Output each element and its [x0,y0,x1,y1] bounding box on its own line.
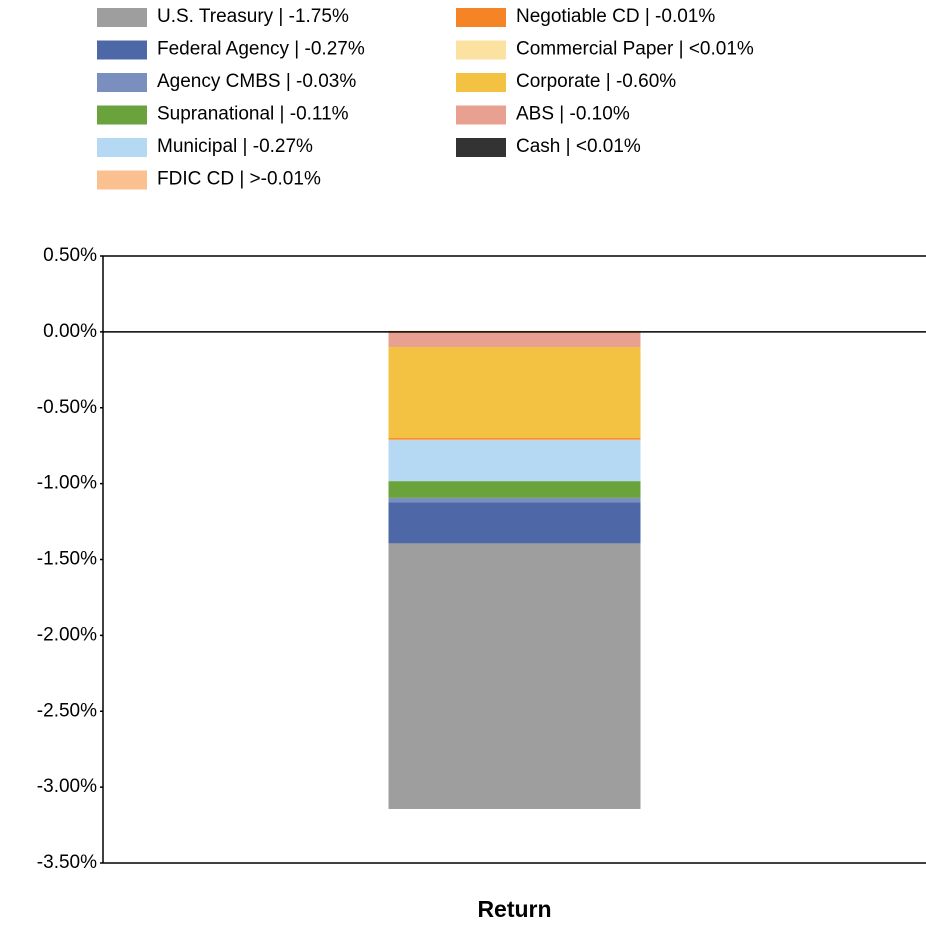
bar-segment [388,440,641,482]
legend-swatch [456,40,506,60]
y-tick-label: -3.00% [37,776,97,797]
bar-segment [388,438,641,440]
legend-label: Cash | <0.01% [516,136,641,157]
x-tick-label: Return [477,896,551,922]
bar-segment [388,481,641,498]
legend-label: ABS | -0.10% [516,104,630,125]
legend-label: Commercial Paper | <0.01% [516,39,754,60]
legend-label: Federal Agency | -0.27% [157,39,365,60]
legend-swatch [456,8,506,27]
bar-segment [388,347,641,439]
legend-label: U.S. Treasury | -1.75% [157,6,349,27]
legend-swatch [97,105,147,125]
legend-label: Municipal | -0.27% [157,136,313,157]
legend-swatch [456,138,506,157]
legend-label: Negotiable CD | -0.01% [516,6,715,27]
legend-label: Corporate | -0.60% [516,71,676,92]
bar-segment [388,439,641,441]
y-tick-label: -0.50% [37,397,97,418]
legend-swatch [456,105,506,125]
y-tick-label: 0.50% [43,245,97,266]
bar-segment [388,502,641,544]
y-tick-label: -2.50% [37,700,97,721]
bar-segment [388,497,641,503]
legend-swatch [97,73,147,92]
legend-swatch [456,73,506,92]
legend-swatch [97,40,147,60]
legend-label: Supranational | -0.11% [157,104,349,125]
legend-swatch [97,8,147,27]
y-tick-label: -3.50% [37,852,97,873]
bar-segment [388,331,641,348]
legend-swatch [97,170,147,190]
y-tick-label: -1.00% [37,473,97,494]
legend-label: FDIC CD | >-0.01% [157,169,321,190]
y-tick-label: -2.00% [37,624,97,645]
y-tick-label: 0.00% [43,321,97,342]
y-tick-label: -1.50% [37,549,97,570]
legend-label: Agency CMBS | -0.03% [157,71,356,92]
legend-swatch [97,138,147,157]
bar-segment [388,543,641,809]
